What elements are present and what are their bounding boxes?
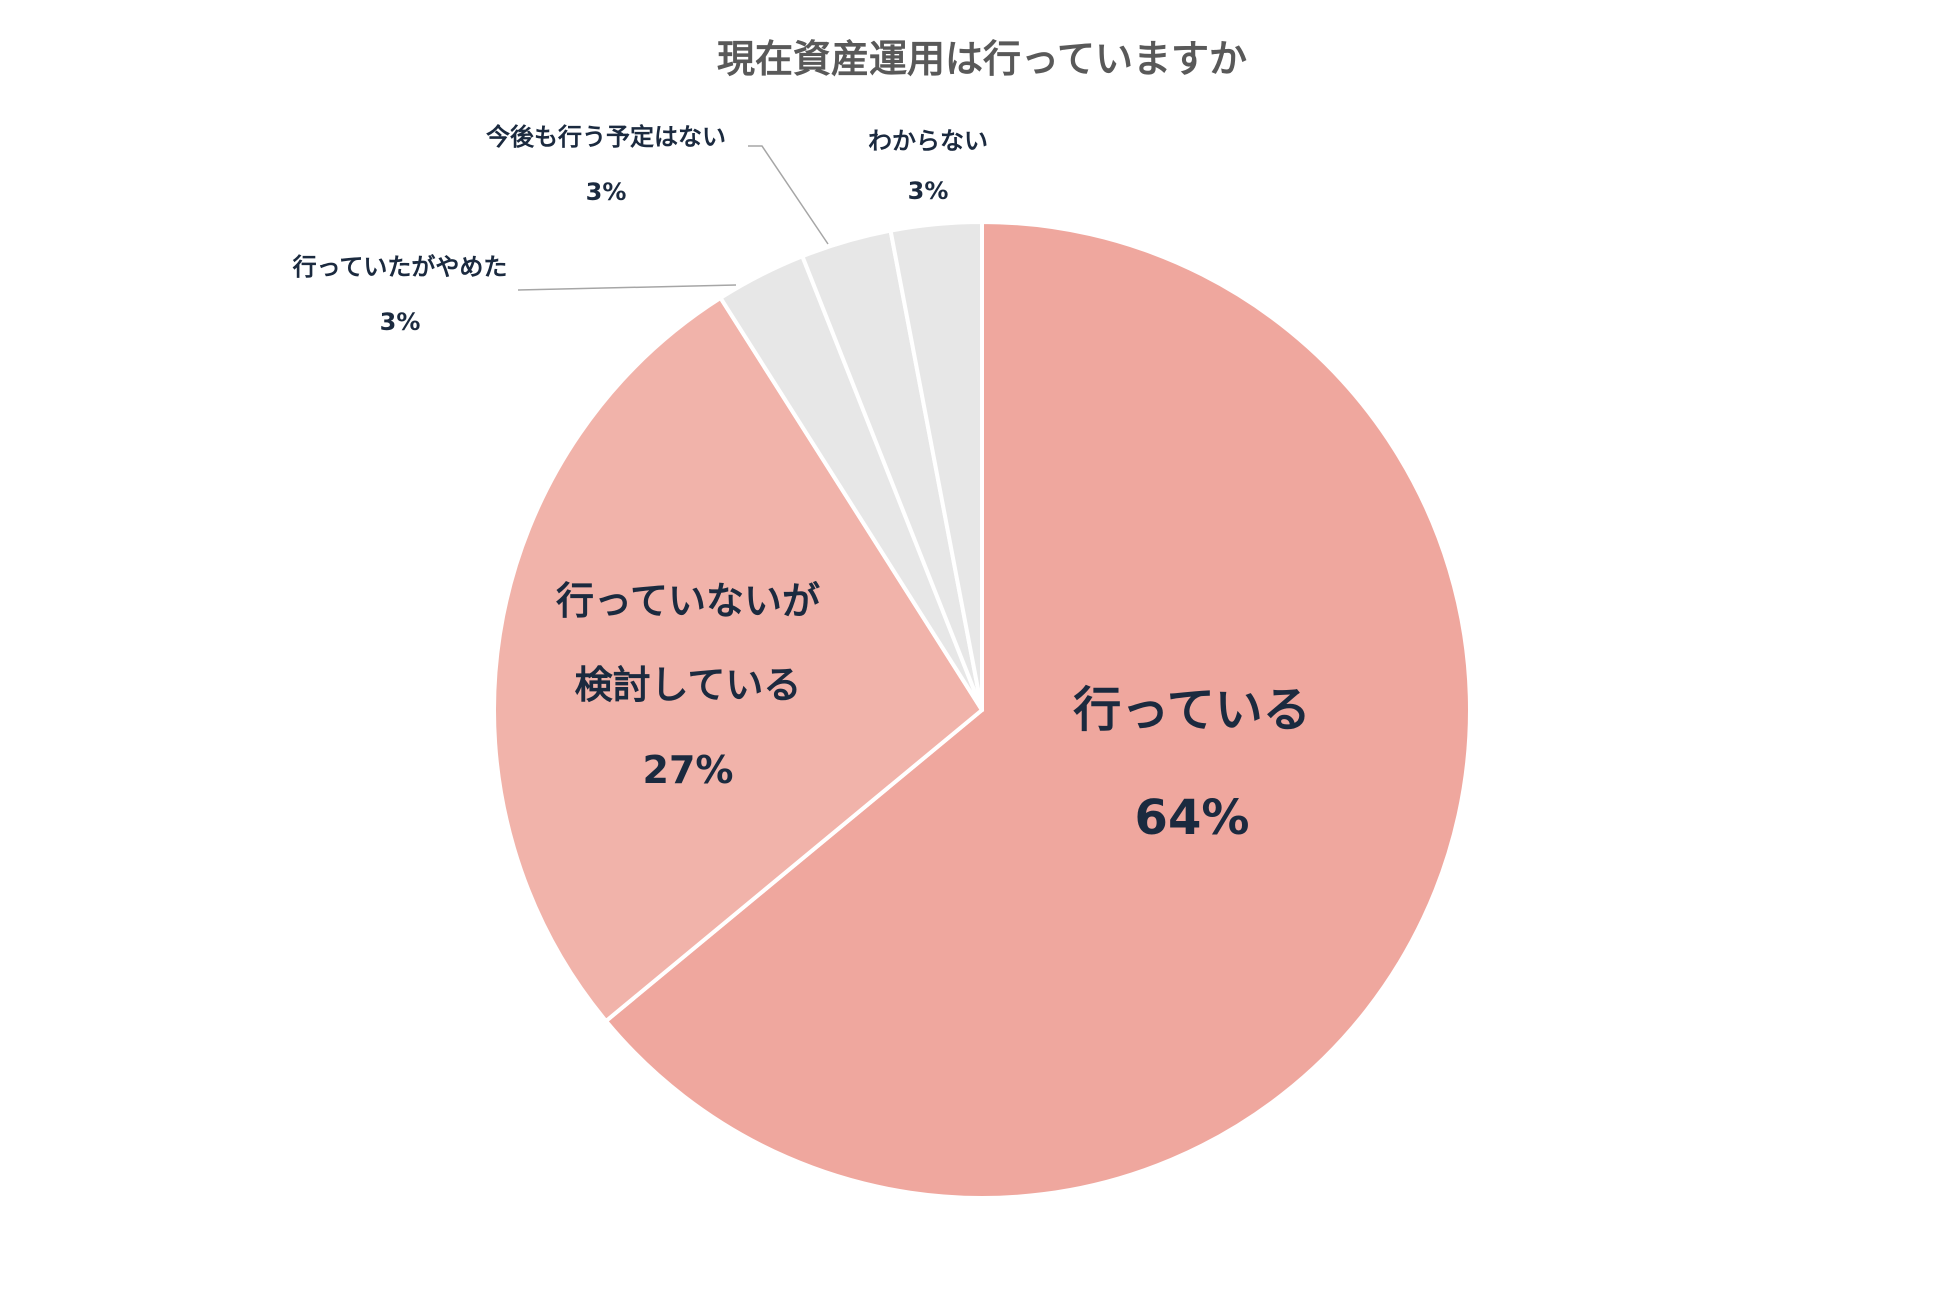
leader-no-plan: [748, 145, 829, 245]
slice-considering: [492, 295, 984, 1024]
slice-value-doing: 64%: [1135, 790, 1250, 846]
slice-label-no-plan: 今後も行う予定はない: [486, 123, 726, 151]
slice-label-considering-line2: 検討している: [575, 663, 802, 707]
slice-value-considering: 27%: [643, 748, 734, 792]
chart-title: 現在資産運用は行っていますか: [717, 37, 1247, 81]
slice-label-unknown: わからない: [868, 127, 988, 155]
leader-stopped: [517, 284, 737, 291]
pie-slices: [492, 220, 1472, 1200]
slice-unknown: [888, 220, 984, 712]
slice-value-stopped: 3%: [380, 308, 421, 336]
slice-label-stopped: 行っていたがやめた: [292, 253, 508, 281]
slice-label-doing: 行っている: [1073, 682, 1311, 738]
slice-value-no-plan: 3%: [586, 178, 627, 206]
slice-label-considering-line1: 行っていないが: [556, 579, 820, 623]
slice-doing: [603, 220, 1472, 1200]
leader-lines: [517, 145, 829, 291]
slice-value-unknown: 3%: [908, 177, 949, 205]
